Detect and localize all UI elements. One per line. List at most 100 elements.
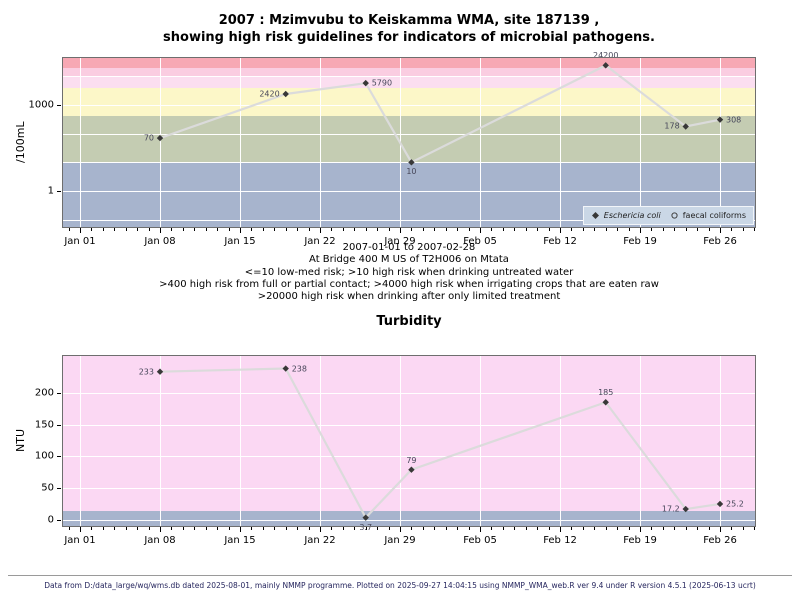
x-axis-tick: [502, 527, 504, 530]
x-gridline: [160, 355, 161, 527]
x-axis-tick: [754, 527, 756, 530]
data-point-marker: [362, 79, 369, 87]
x-axis-tick: [468, 527, 470, 530]
x-axis-tick: [434, 228, 436, 231]
guideline-band: [62, 57, 756, 68]
x-axis-tick: [285, 228, 287, 231]
x-axis-tick: [537, 527, 539, 530]
x-axis-tick: [342, 228, 344, 231]
y-gridline: [62, 219, 756, 221]
guideline-band: [62, 511, 756, 527]
x-axis-tick: [480, 527, 481, 532]
y-axis-title-microbial: /100mL: [14, 121, 27, 164]
x-axis-tick: [685, 527, 687, 530]
x-gridline: [320, 57, 321, 228]
x-gridline: [480, 57, 481, 228]
x-axis-tick: [388, 527, 390, 530]
data-point-label: 5790: [371, 78, 393, 88]
y-axis-tick-label: 1000: [28, 99, 54, 111]
data-point-label: 233: [138, 367, 154, 377]
x-axis-tick: [228, 527, 230, 530]
x-axis-tick: [697, 527, 699, 530]
x-axis-tick: [308, 228, 310, 231]
x-gridline: [160, 57, 161, 228]
x-axis-tick: [194, 228, 196, 231]
y-axis-tick: [57, 392, 61, 394]
x-axis-tick: [571, 527, 573, 530]
x-axis-tick: [194, 527, 196, 530]
y-axis-tick-label: 100: [34, 450, 54, 462]
x-axis-tick: [68, 527, 70, 530]
title-line-1: 2007 : Mzimvubu to Keiskamma WMA, site 1…: [218, 13, 600, 28]
x-axis-tick: [594, 228, 596, 231]
x-axis-tick: [560, 228, 561, 233]
x-axis-tick: [125, 228, 127, 231]
data-point-label: 2420: [259, 89, 280, 99]
x-axis-label: Feb 26: [703, 236, 737, 247]
x-axis-tick: [320, 527, 321, 532]
x-axis-tick: [662, 228, 664, 231]
x-gridline: [560, 57, 561, 228]
x-axis-tick: [171, 228, 173, 231]
microbial-indicators-series: [156, 62, 724, 166]
x-axis-tick: [742, 527, 744, 530]
data-point-label: 238: [291, 364, 307, 373]
y-gridline: [62, 520, 756, 521]
legend-label: Eschericia coli: [603, 211, 661, 220]
data-point-label: 70: [143, 133, 154, 143]
x-axis-tick: [720, 527, 721, 532]
legend-label: faecal coliforms: [682, 211, 746, 220]
x-axis-label: Feb 05: [463, 535, 497, 546]
data-point-marker: [282, 90, 289, 98]
guideline-band: [62, 67, 756, 77]
x-axis-tick: [388, 228, 390, 231]
x-axis-tick: [400, 527, 401, 532]
y-axis-tick-label: 0: [47, 514, 54, 526]
data-point-marker: [156, 368, 164, 375]
x-axis-tick: [548, 527, 550, 530]
x-axis-tick: [228, 228, 230, 231]
open-circle-icon: [671, 212, 678, 219]
x-axis-tick: [731, 527, 733, 530]
x-axis-tick: [434, 527, 436, 530]
x-axis-tick: [240, 228, 241, 233]
x-axis-tick: [205, 228, 207, 231]
x-gridline: [720, 355, 721, 527]
x-axis-label: Jan 01: [64, 535, 96, 546]
x-axis-tick: [365, 228, 367, 231]
data-point-marker: [282, 365, 289, 372]
x-axis-tick: [251, 527, 253, 530]
x-axis-tick: [331, 228, 333, 231]
x-axis-tick: [125, 527, 127, 530]
x-axis-tick: [217, 228, 219, 231]
x-axis-tick: [457, 527, 459, 530]
x-gridline: [560, 355, 561, 527]
data-point-marker: [682, 123, 689, 130]
x-axis-tick: [342, 527, 344, 530]
data-point-marker: [408, 159, 415, 166]
x-gridline: [240, 355, 241, 527]
y-axis-tick: [57, 520, 61, 521]
x-axis-tick: [377, 228, 379, 231]
x-axis-tick: [491, 527, 493, 530]
y-gridline: [62, 392, 756, 394]
x-gridline: [480, 355, 481, 527]
x-axis-label: Jan 01: [64, 236, 96, 247]
x-axis-tick: [91, 228, 93, 231]
y-gridline: [62, 424, 756, 426]
series-line: [159, 367, 721, 520]
x-axis-tick: [525, 527, 527, 530]
x-axis-tick: [262, 228, 264, 231]
x-axis-tick: [80, 228, 81, 233]
turbidity-title: Turbidity: [376, 314, 442, 329]
y-axis-tick: [57, 456, 61, 458]
y-axis-tick: [57, 488, 61, 490]
x-axis-tick: [274, 228, 276, 231]
data-point-label: 308: [726, 115, 742, 125]
y-axis-title-turbidity: NTU: [14, 429, 27, 453]
x-axis-tick: [685, 228, 687, 231]
x-axis-tick: [731, 228, 733, 231]
x-axis-tick: [594, 527, 596, 530]
x-axis-tick: [422, 527, 424, 530]
